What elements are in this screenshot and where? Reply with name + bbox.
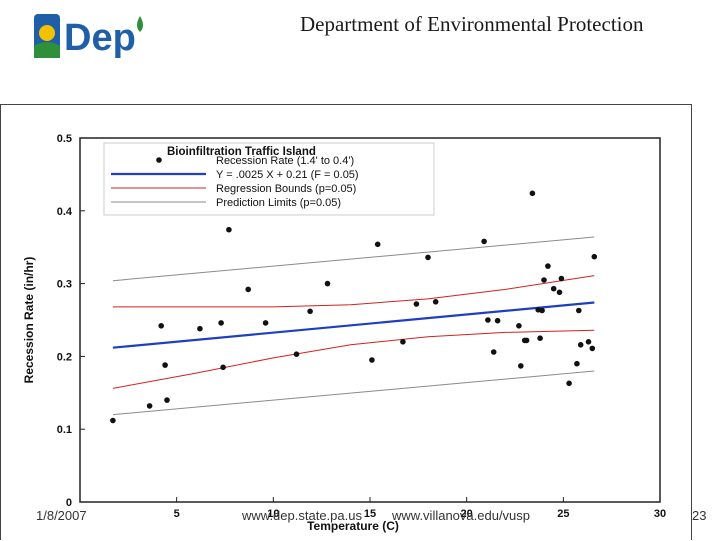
- legend-label-bounds: Regression Bounds (p=0.05): [216, 183, 356, 195]
- data-point-33: [541, 277, 547, 283]
- chart-legend: Bioinfiltration Traffic Island Recession…: [103, 142, 435, 216]
- page-number: 23: [692, 508, 707, 523]
- legend-label-limits: Prediction Limits (p=0.05): [216, 197, 341, 209]
- y-axis-label: Recession Rate (in/hr): [22, 257, 36, 384]
- data-point-39: [574, 360, 580, 367]
- data-point-4: [162, 362, 168, 368]
- regression-bound-line-1: [112, 329, 595, 389]
- prediction-limit-line-0: [112, 236, 595, 282]
- data-point-37: [558, 275, 565, 282]
- data-point-36: [556, 289, 563, 296]
- chart-marks: [110, 160, 598, 424]
- footer-url-villanova[interactable]: www.villanova.edu/vusp: [392, 508, 531, 523]
- fit-line: [112, 301, 595, 349]
- data-point-12: [293, 351, 300, 357]
- legend-label-fit: Y = .0025 X + 0.21 (F = 0.05): [216, 169, 359, 181]
- data-point-32: [539, 307, 545, 314]
- data-point-10: [245, 286, 251, 293]
- x-tick-label-0: 5: [174, 508, 180, 520]
- x-tick-label-2: 15: [364, 508, 376, 520]
- logo-sun-icon: [39, 25, 55, 41]
- data-point-5: [164, 397, 170, 403]
- data-point-1: [146, 403, 153, 409]
- logo-text: Dep: [64, 17, 136, 59]
- data-point-22: [485, 317, 491, 323]
- y-tick-label-2: 0.2: [57, 351, 72, 363]
- prediction-limit-line-1: [112, 370, 595, 416]
- x-tick-label-5: 30: [654, 508, 666, 520]
- data-point-11: [262, 320, 269, 326]
- data-point-8: [220, 364, 226, 371]
- chart-title: Bioinfiltration Traffic Island: [167, 146, 316, 158]
- data-point-14: [324, 280, 331, 287]
- footer-date: 1/8/2007: [36, 508, 87, 523]
- data-point-21: [481, 238, 487, 245]
- legend-box: [103, 142, 435, 216]
- data-point-17: [400, 339, 406, 345]
- data-point-16: [374, 241, 381, 248]
- chart: 5 10 15 20 25 30 0 0.1 0.2 0.3 0.4 0.5 Bioinfiltrat…: [22, 133, 666, 533]
- y-tick-label-5: 0.5: [57, 133, 72, 145]
- data-point-31: [537, 335, 543, 341]
- x-tick-label-3: 20: [461, 508, 473, 520]
- data-point-3: [158, 323, 164, 329]
- data-point-23: [490, 349, 497, 355]
- chart-frame: 5 10 15 20 25 30 0 0.1 0.2 0.3 0.4 0.5 Bioinfiltrat…: [0, 104, 692, 540]
- x-tick-label-1: 10: [267, 508, 279, 520]
- data-point-35: [550, 285, 557, 292]
- y-tick-label-0: 0: [66, 497, 72, 509]
- data-point-15: [369, 357, 375, 363]
- data-point-9: [226, 226, 232, 233]
- data-point-40: [576, 307, 582, 314]
- data-point-28: [523, 337, 530, 344]
- page-title: Department of Environmental Protection: [300, 12, 644, 36]
- legend-marker-point: [156, 157, 162, 163]
- data-point-25: [516, 323, 522, 329]
- x-tick-label-4: 25: [557, 508, 569, 520]
- dep-logo: Dep: [34, 14, 143, 59]
- data-point-29: [529, 190, 536, 197]
- data-point-6: [197, 325, 203, 332]
- data-point-38: [566, 380, 572, 387]
- y-tick-label-1: 0.1: [57, 424, 72, 436]
- data-point-24: [494, 317, 501, 324]
- data-point-18: [413, 301, 420, 307]
- regression-bound-line-0: [112, 275, 595, 308]
- data-point-20: [432, 299, 439, 305]
- data-point-41: [577, 342, 584, 348]
- data-point-44: [591, 253, 598, 260]
- logo-hill-icon: [34, 42, 60, 58]
- data-point-19: [425, 254, 431, 261]
- data-point-7: [218, 320, 224, 326]
- footer-url-dep[interactable]: www.dep.state.pa.us: [242, 508, 362, 523]
- chart-axes: 5 10 15 20 25 30 0 0.1 0.2 0.3 0.4 0.5: [57, 133, 666, 520]
- data-point-0: [110, 417, 116, 424]
- data-point-26: [518, 363, 524, 369]
- data-point-13: [307, 308, 313, 315]
- y-tick-label-4: 0.4: [57, 206, 73, 218]
- logo-drop-icon: [137, 16, 143, 32]
- data-point-43: [589, 345, 596, 352]
- data-point-42: [585, 339, 592, 345]
- x-axis-label: Temperature (C): [307, 519, 399, 533]
- data-point-34: [545, 263, 551, 269]
- y-tick-label-3: 0.3: [57, 279, 72, 291]
- legend-label-point: Recession Rate (1.4' to 0.4'): [216, 155, 354, 167]
